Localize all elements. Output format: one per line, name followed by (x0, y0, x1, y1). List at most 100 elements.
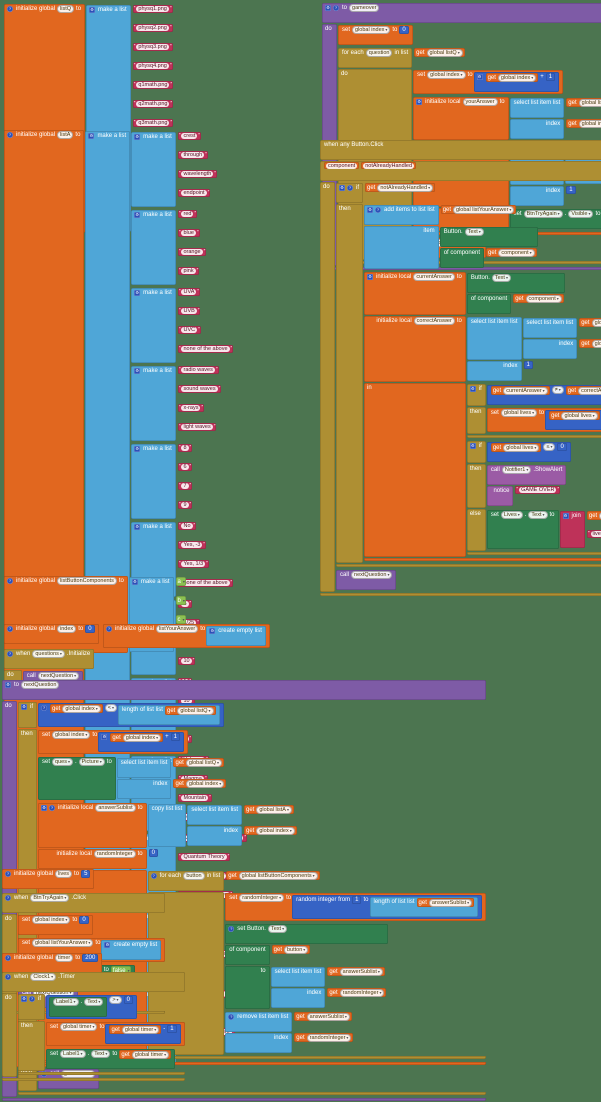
mutator-gear-icon[interactable]: ⚙ (477, 74, 483, 80)
field-dropdown[interactable]: Text▾ (465, 228, 484, 236)
variable-dropdown[interactable]: global timer▾ (122, 1026, 159, 1034)
text-string-block[interactable]: “7” (178, 482, 192, 490)
field-dropdown[interactable]: question (366, 49, 393, 57)
value-socket[interactable]: “sound waves” (176, 385, 222, 403)
mutator-gear-icon[interactable]: ⚙ (132, 579, 138, 585)
number-block[interactable]: 5 (81, 870, 90, 878)
field-dropdown[interactable]: currentAnswer (413, 273, 454, 281)
help-icon[interactable]: ? (228, 926, 234, 932)
field-dropdown[interactable]: Text▾ (268, 925, 287, 933)
mutator-gear-icon[interactable]: ⚙ (134, 446, 140, 452)
number-block[interactable]: 1 (352, 896, 361, 904)
help-icon[interactable]: ? (5, 974, 11, 980)
number-block[interactable]: 0 (79, 916, 88, 924)
get-variable-block[interactable]: getcorrectAnswer▾ (566, 386, 601, 395)
mutator-gear-icon[interactable]: ⚙ (134, 524, 140, 530)
help-icon[interactable]: ? (5, 955, 11, 961)
value-socket[interactable]: ⚙make a list“UVA”“UVB”“UVC”“none of the … (130, 287, 249, 364)
help-icon[interactable]: ? (7, 6, 13, 12)
variable-dropdown[interactable]: global lives▾ (503, 444, 539, 452)
component-instance-block[interactable]: a▾ (176, 577, 186, 586)
text-string-block[interactable]: “UVB” (178, 307, 201, 315)
field-dropdown[interactable]: timer (55, 954, 73, 962)
field-dropdown[interactable]: listYourAnswer (156, 625, 198, 633)
mutator-gear-icon[interactable]: ⚙ (416, 99, 422, 105)
field-dropdown[interactable]: ≤▾ (543, 443, 555, 451)
value-socket[interactable]: b▾ (174, 596, 187, 614)
variable-dropdown[interactable]: global listQ▾ (186, 759, 222, 767)
value-socket[interactable]: “through” (176, 151, 218, 169)
value-socket[interactable]: “UVA” (176, 288, 234, 306)
event-parameter-chip[interactable]: notAlreadyHandled (361, 162, 416, 169)
field-dropdown[interactable]: questions▾ (32, 650, 65, 658)
variable-dropdown[interactable]: notAlreadyHandled▾ (377, 184, 433, 192)
value-socket[interactable]: “endpoint” (176, 189, 218, 207)
field-dropdown[interactable]: yourAnswer (463, 98, 498, 106)
field-dropdown[interactable]: correctAnswer (414, 317, 455, 325)
make-a-list[interactable]: ⚙make a list“UVA”“UVB”“UVC”“none of the … (131, 287, 234, 364)
text-string-block[interactable]: “q3math.png” (133, 119, 173, 127)
number-block[interactable]: 0 (124, 996, 133, 1004)
field-dropdown[interactable]: Label1▾ (60, 1050, 86, 1058)
event-parameter-chip[interactable]: component (324, 162, 359, 169)
variable-dropdown[interactable]: global index▾ (123, 734, 161, 742)
number-block[interactable]: 0 (149, 849, 158, 857)
label1-text[interactable]: Label1▾.Text▾ (49, 996, 107, 1018)
field-dropdown[interactable]: listA (57, 131, 73, 139)
value-socket[interactable]: “pink” (176, 267, 207, 285)
text-string-block[interactable]: “pink” (178, 267, 199, 275)
mutator-gear-icon[interactable]: ⚙ (367, 274, 373, 280)
value-socket[interactable]: 1 (522, 361, 601, 381)
text-string-block[interactable]: “physq4.png” (133, 62, 173, 70)
help-icon[interactable]: ? (7, 626, 13, 632)
text-string-block[interactable]: “9” (178, 501, 192, 509)
value-socket[interactable]: “physq4.png” (131, 62, 174, 80)
value-socket[interactable]: “red” (176, 210, 207, 228)
field-dropdown[interactable]: lives (55, 870, 72, 878)
mutator-gear-icon[interactable]: ⚙ (134, 212, 140, 218)
text-string-block[interactable]: “through” (178, 151, 208, 159)
variable-dropdown[interactable]: component▾ (498, 249, 534, 257)
number-block[interactable]: 0 (85, 625, 94, 633)
field-dropdown[interactable]: button (183, 872, 204, 880)
text-string-block[interactable]: “Yes, -3” (178, 541, 206, 549)
field-dropdown[interactable]: global lives▾ (501, 409, 537, 417)
